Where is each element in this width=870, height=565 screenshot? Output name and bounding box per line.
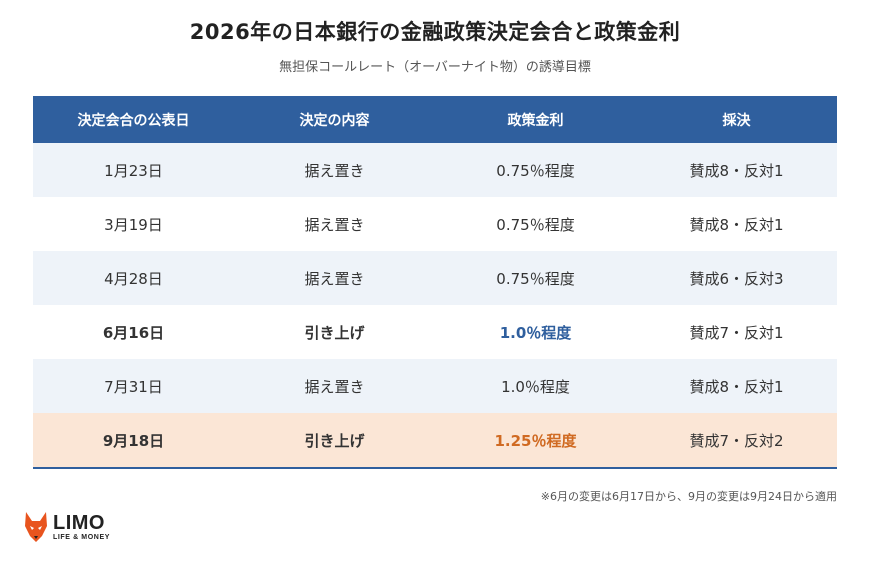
cell-date: 9月18日 [33, 413, 234, 469]
cell-rate-highlight: 1.0％程度 [435, 305, 636, 359]
cell-rate-highlight: 1.25％程度 [435, 413, 636, 469]
cell-vote: 賛成8・反対1 [636, 143, 837, 197]
table-row: 1月23日 据え置き 0.75％程度 賛成8・反対1 [33, 143, 837, 197]
column-header-date: 決定会合の公表日 [33, 96, 234, 143]
column-header-rate: 政策金利 [435, 96, 636, 143]
cell-date: 3月19日 [33, 197, 234, 251]
logo-tagline: LIFE & MONEY [53, 533, 110, 541]
cell-rate: 0.75％程度 [435, 251, 636, 305]
table-header-row: 決定会合の公表日 決定の内容 政策金利 採決 [33, 96, 837, 143]
cell-vote: 賛成6・反対3 [636, 251, 837, 305]
footnote: ※6月の変更は6月17日から、9月の変更は9月24日から適用 [540, 490, 837, 503]
cell-vote: 賛成7・反対1 [636, 305, 837, 359]
policy-rate-table: 決定会合の公表日 決定の内容 政策金利 採決 1月23日 据え置き 0.75％程… [33, 96, 837, 469]
fox-logo-icon [25, 512, 47, 542]
table-row-rate-hike: 6月16日 引き上げ 1.0％程度 賛成7・反対1 [33, 305, 837, 359]
table-row: 4月28日 据え置き 0.75％程度 賛成6・反対3 [33, 251, 837, 305]
logo-wordmark: LIMO [53, 511, 105, 534]
cell-decision: 据え置き [234, 197, 435, 251]
cell-decision: 引き上げ [234, 413, 435, 469]
table-row: 3月19日 据え置き 0.75％程度 賛成8・反対1 [33, 197, 837, 251]
column-header-vote: 採決 [636, 96, 837, 143]
page-subtitle: 無担保コールレート（オーバーナイト物）の誘導目標 [279, 60, 591, 75]
cell-vote: 賛成8・反対1 [636, 359, 837, 413]
cell-vote: 賛成8・反対1 [636, 197, 837, 251]
cell-date: 1月23日 [33, 143, 234, 197]
table-row-rate-hike: 9月18日 引き上げ 1.25％程度 賛成7・反対2 [33, 413, 837, 469]
cell-rate: 1.0％程度 [435, 359, 636, 413]
cell-date: 7月31日 [33, 359, 234, 413]
cell-rate: 0.75％程度 [435, 197, 636, 251]
table-row: 7月31日 据え置き 1.0％程度 賛成8・反対1 [33, 359, 837, 413]
cell-decision: 据え置き [234, 359, 435, 413]
cell-decision: 引き上げ [234, 305, 435, 359]
cell-decision: 据え置き [234, 143, 435, 197]
limo-logo: LIMO LIFE & MONEY [22, 510, 110, 544]
cell-vote: 賛成7・反対2 [636, 413, 837, 469]
cell-date: 6月16日 [33, 305, 234, 359]
cell-decision: 据え置き [234, 251, 435, 305]
cell-date: 4月28日 [33, 251, 234, 305]
page-title: 2026年の日本銀行の金融政策決定会合と政策金利 [189, 20, 681, 44]
column-header-decision: 決定の内容 [234, 96, 435, 143]
cell-rate: 0.75％程度 [435, 143, 636, 197]
